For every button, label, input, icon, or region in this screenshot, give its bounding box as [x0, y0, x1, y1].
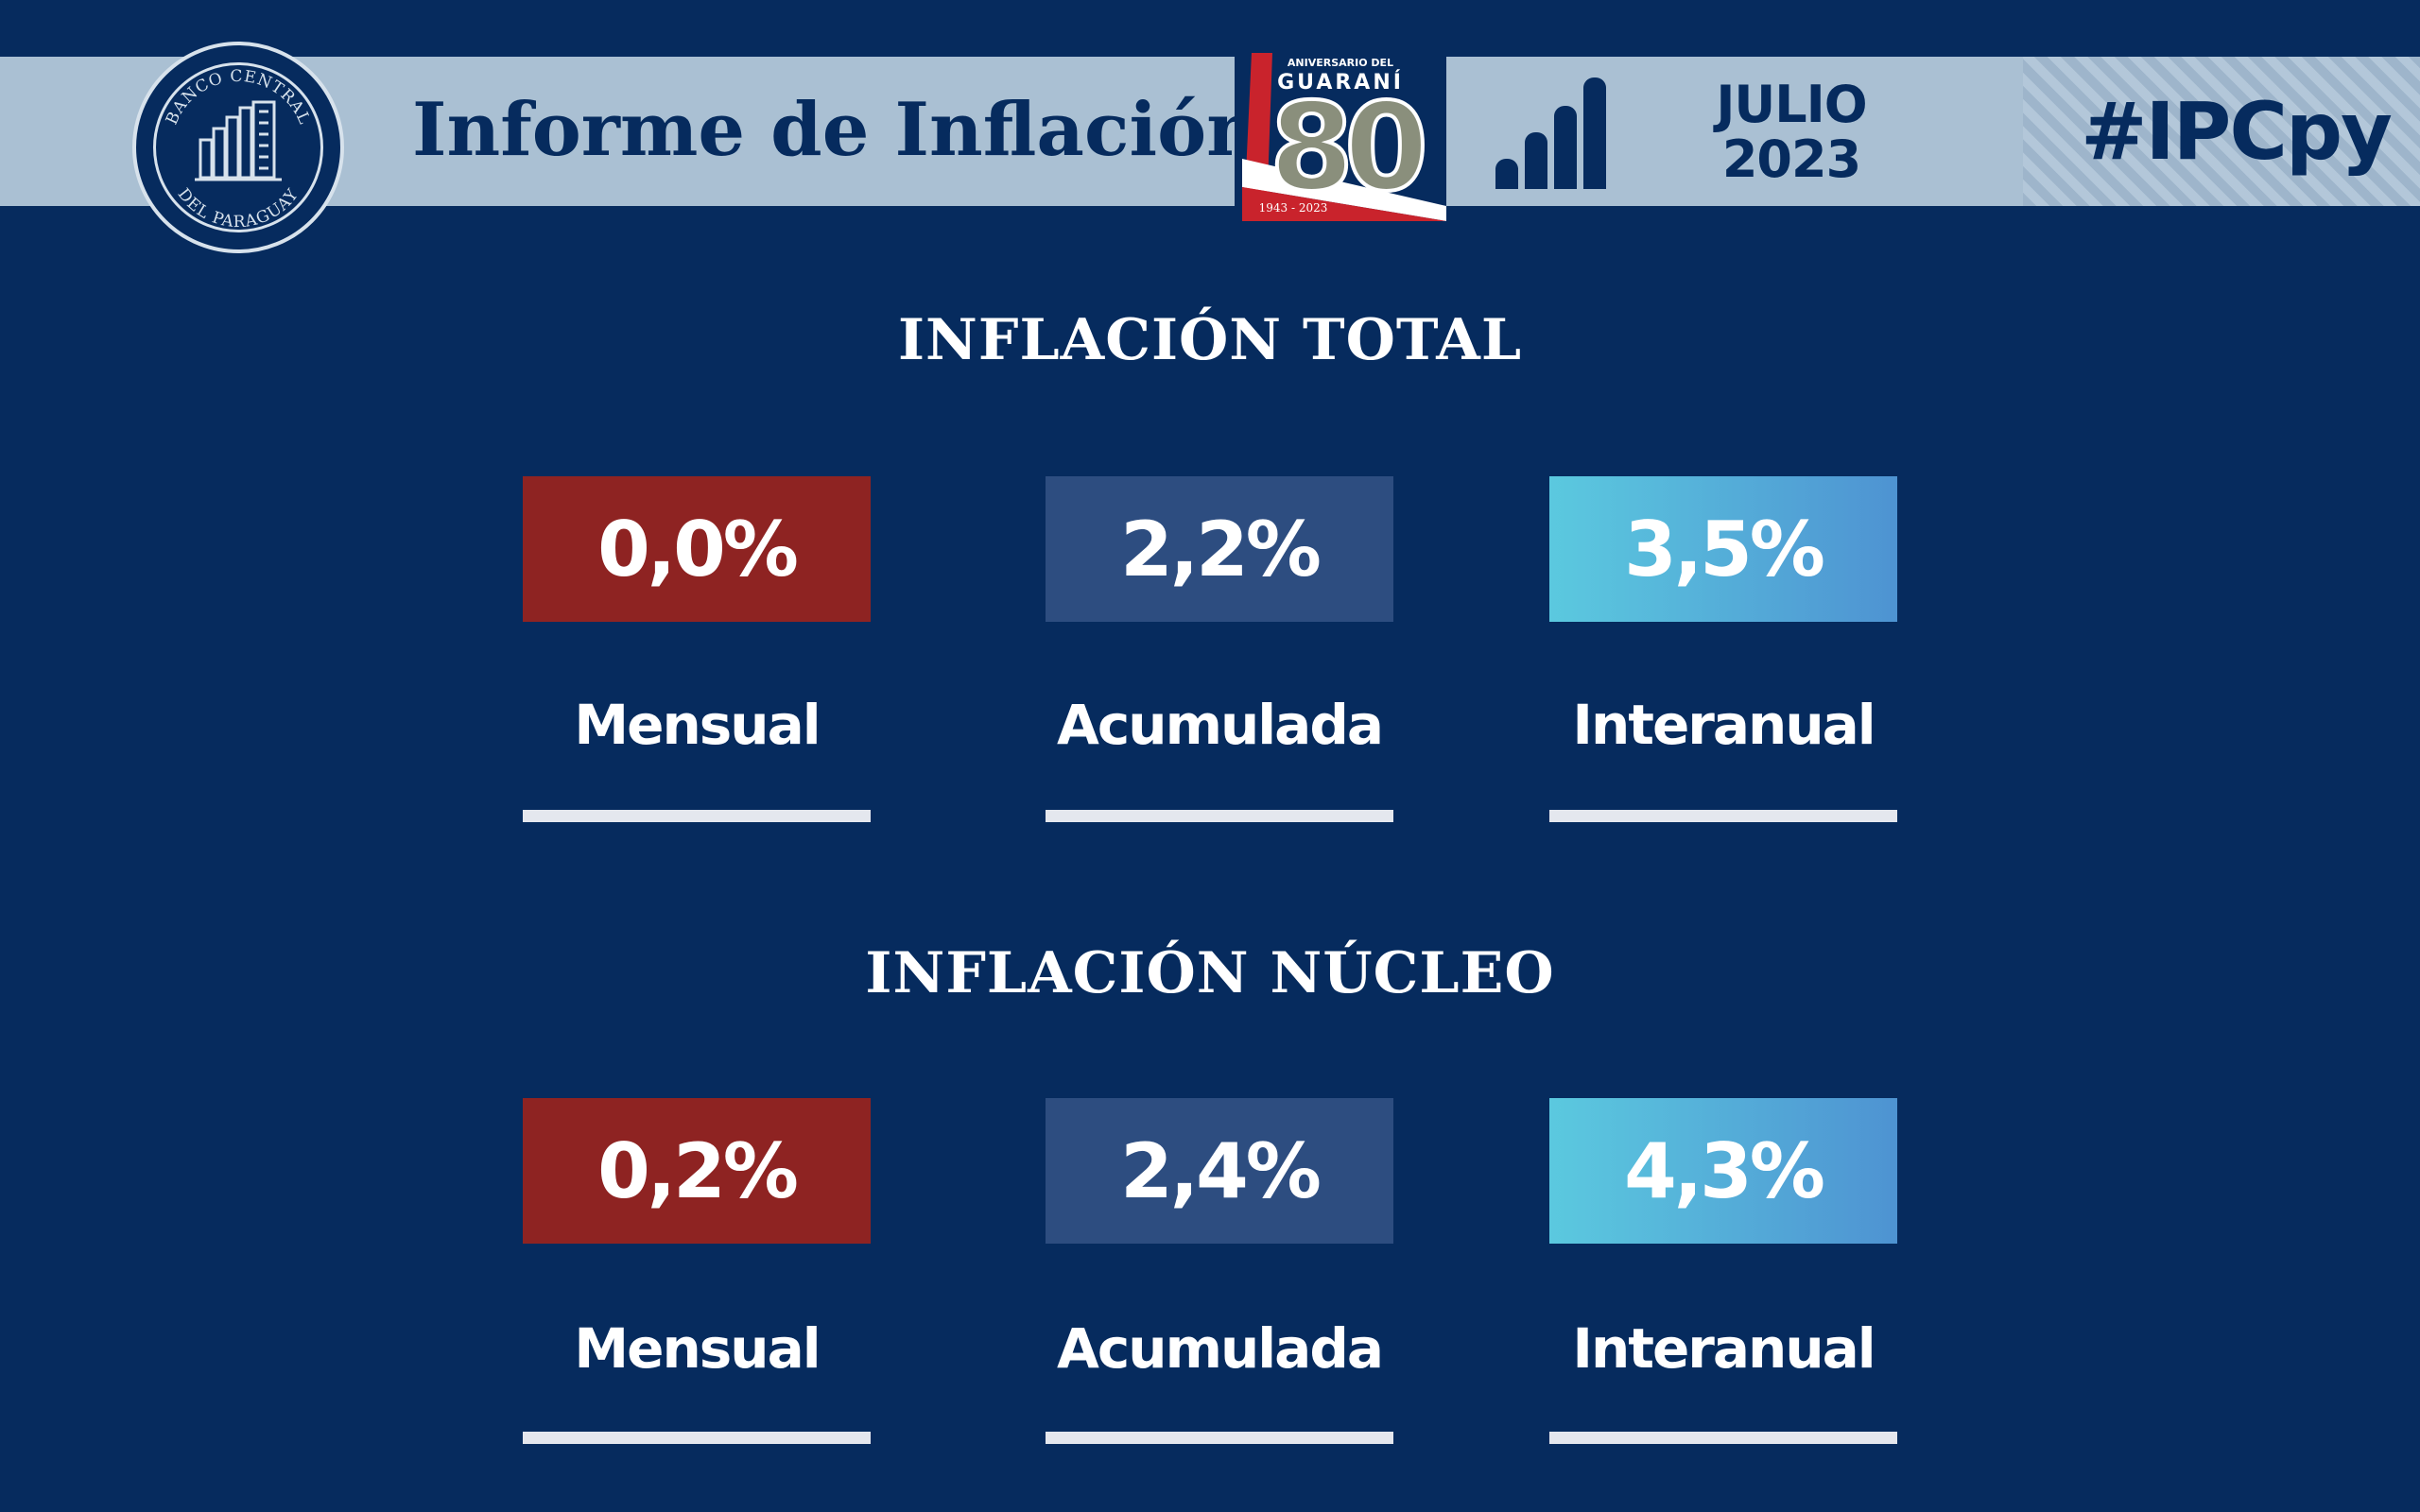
svg-text:DEL PARAGUAY: DEL PARAGUAY — [174, 185, 303, 232]
anniversary-years: 1943 - 2023 — [1259, 201, 1328, 215]
core-monthly-label: Mensual — [574, 1316, 821, 1381]
section-title-core: INFLACIÓN NÚCLEO — [865, 940, 1555, 1006]
section-title-total: INFLACIÓN TOTAL — [897, 307, 1523, 373]
core-yearly-underline — [1549, 1432, 1897, 1444]
flag-red-base — [1242, 187, 1446, 221]
banner-pattern — [2023, 57, 2420, 206]
anniversary-line2: GUARANÍ — [1277, 70, 1404, 94]
total-accumulated-value: 2,2% — [1046, 476, 1393, 622]
core-accumulated-underline — [1046, 1432, 1393, 1444]
hashtag: #IPCpy — [2081, 85, 2393, 178]
total-yearly-underline — [1549, 810, 1897, 822]
seal-ring — [153, 62, 323, 232]
core-yearly-label: Interanual — [1572, 1316, 1876, 1381]
flag-white-stripe — [1242, 159, 1446, 221]
total-accumulated-underline — [1046, 810, 1393, 822]
core-accumulated-value: 2,4% — [1046, 1098, 1393, 1244]
total-monthly-underline — [523, 810, 871, 822]
report-year: 2023 — [1721, 129, 1861, 189]
total-monthly-value: 0,0% — [523, 476, 871, 622]
total-yearly-label: Interanual — [1572, 693, 1876, 757]
core-accumulated-label: Acumulada — [1057, 1316, 1384, 1381]
bank-seal-logo: BANCO CENTRAL DEL PARAGUAY — [132, 42, 344, 253]
core-monthly-underline — [523, 1432, 871, 1444]
total-yearly-value: 3,5% — [1549, 476, 1897, 622]
seal-bottom-text: DEL PARAGUAY — [174, 185, 302, 232]
header-banner — [0, 57, 2420, 206]
report-period: JULIO 2023 — [1683, 77, 1900, 187]
core-monthly-value: 0,2% — [523, 1098, 871, 1244]
bar-chart-icon — [1495, 77, 1606, 189]
seal-emblem: BANCO CENTRAL DEL PARAGUAY — [163, 67, 313, 232]
building-icon — [195, 100, 282, 181]
anniversary-number: 80 — [1270, 77, 1423, 218]
core-yearly-value: 4,3% — [1549, 1098, 1897, 1244]
anniversary-logo: ANIVERSARIO DEL GUARANÍ 80 1943 - 2023 — [1235, 45, 1446, 221]
total-accumulated-label: Acumulada — [1057, 693, 1384, 757]
total-monthly-label: Mensual — [574, 693, 821, 757]
report-month: JULIO — [1716, 75, 1867, 134]
anniversary-line1: ANIVERSARIO DEL — [1288, 57, 1393, 69]
report-title: Informe de Inflación — [412, 87, 1260, 173]
